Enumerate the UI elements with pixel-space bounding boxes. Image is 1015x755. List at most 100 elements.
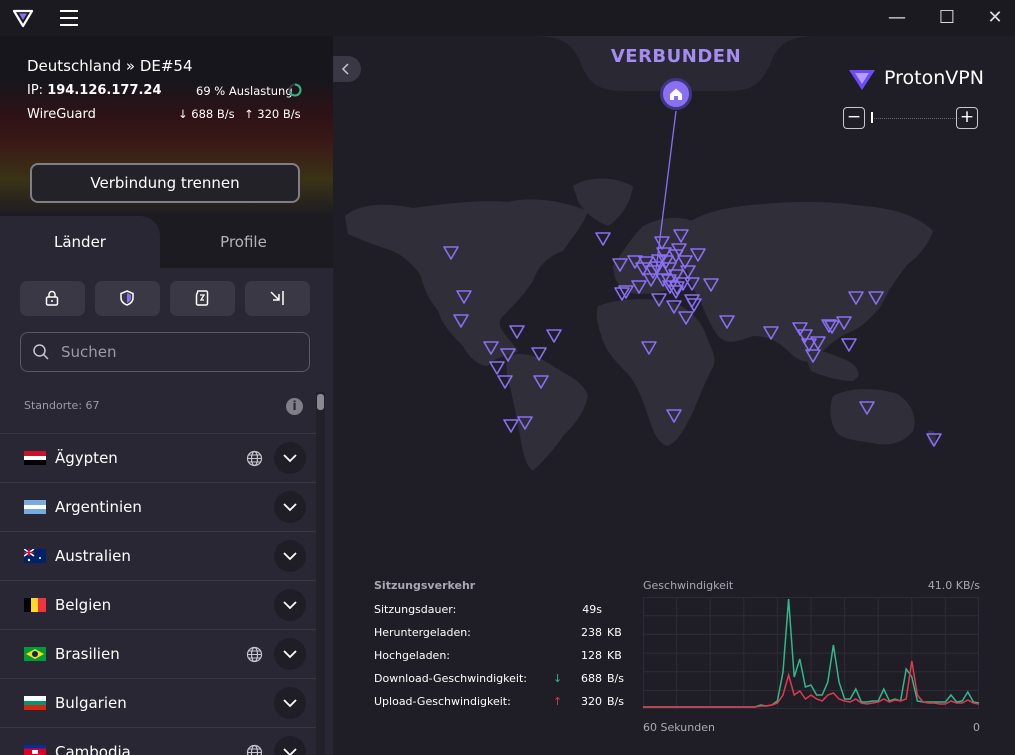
server-pin[interactable] xyxy=(841,338,857,352)
server-pin[interactable] xyxy=(595,232,611,246)
server-pin[interactable] xyxy=(824,320,840,334)
globe-icon[interactable] xyxy=(246,450,263,467)
server-pin[interactable] xyxy=(686,298,702,312)
server-pin[interactable] xyxy=(703,278,719,292)
server-pin[interactable] xyxy=(443,246,459,260)
server-pin[interactable] xyxy=(868,291,884,305)
server-pin[interactable] xyxy=(680,265,696,279)
server-pin[interactable] xyxy=(631,280,647,294)
maximize-button[interactable]: ☐ xyxy=(938,7,956,28)
server-pin[interactable] xyxy=(801,338,817,352)
country-row[interactable]: Ägypten xyxy=(0,433,316,482)
country-row[interactable]: Argentinien xyxy=(0,482,316,531)
zoom-in-button[interactable]: + xyxy=(956,107,978,129)
server-pin[interactable] xyxy=(668,269,684,283)
server-pin[interactable] xyxy=(661,274,677,288)
server-pin[interactable] xyxy=(719,315,735,329)
server-pin[interactable] xyxy=(797,329,813,343)
server-pin[interactable] xyxy=(836,316,852,330)
server-pin[interactable] xyxy=(792,322,808,336)
server-pin[interactable] xyxy=(489,361,505,375)
country-row[interactable]: Belgien xyxy=(0,580,316,629)
hamburger-menu-icon[interactable] xyxy=(60,10,78,26)
server-pin[interactable] xyxy=(500,348,516,362)
expand-button[interactable] xyxy=(274,491,306,523)
zoom-slider-handle[interactable] xyxy=(871,112,873,123)
sidebar-tabs: Länder Profile xyxy=(0,216,333,268)
server-pin[interactable] xyxy=(666,300,682,314)
disconnect-button[interactable]: Verbindung trennen xyxy=(30,163,300,203)
tab-countries[interactable]: Länder xyxy=(0,216,160,268)
close-button[interactable]: ✕ xyxy=(987,7,1003,28)
session-label: Download-Geschwindigkeit: xyxy=(374,672,527,685)
server-pin[interactable] xyxy=(810,336,826,350)
arrow-down-icon: ↓ xyxy=(553,672,563,685)
brand-name: ProtonVPN xyxy=(884,67,984,89)
server-pin[interactable] xyxy=(503,419,519,433)
server-pin[interactable] xyxy=(684,277,700,291)
expand-button[interactable] xyxy=(274,589,306,621)
search-input[interactable]: Suchen xyxy=(20,332,310,372)
scrollbar-thumb[interactable] xyxy=(317,394,324,410)
server-pin[interactable] xyxy=(627,255,643,269)
server-pin[interactable] xyxy=(859,401,875,415)
server-pin[interactable] xyxy=(612,258,628,272)
scrollbar[interactable] xyxy=(316,392,325,755)
server-pin[interactable] xyxy=(677,255,693,269)
expand-button[interactable] xyxy=(274,442,306,474)
server-pin[interactable] xyxy=(675,277,691,291)
expand-button[interactable] xyxy=(274,687,306,719)
server-pin[interactable] xyxy=(805,349,821,363)
server-pin[interactable] xyxy=(848,291,864,305)
server-pin[interactable] xyxy=(926,433,942,447)
server-pin[interactable] xyxy=(531,347,547,361)
netshield-filter-button[interactable] xyxy=(95,281,160,316)
split-tunnel-filter-button[interactable] xyxy=(245,281,310,316)
expand-button[interactable] xyxy=(274,540,306,572)
server-pin[interactable] xyxy=(635,262,651,276)
server-pin[interactable] xyxy=(649,261,665,275)
country-row[interactable]: Brasilien xyxy=(0,629,316,678)
server-pin[interactable] xyxy=(618,285,634,299)
server-pin[interactable] xyxy=(658,255,674,269)
server-pin[interactable] xyxy=(509,325,525,339)
tab-profiles[interactable]: Profile xyxy=(220,233,267,251)
server-pin[interactable] xyxy=(614,287,630,301)
server-pin[interactable] xyxy=(656,247,672,261)
home-location-button[interactable] xyxy=(660,78,692,110)
expand-button[interactable] xyxy=(274,736,306,755)
server-pin[interactable] xyxy=(533,375,549,389)
country-row[interactable]: Australien xyxy=(0,531,316,580)
info-icon[interactable]: i xyxy=(286,398,303,415)
server-pin[interactable] xyxy=(763,326,779,340)
server-pin[interactable] xyxy=(654,236,670,250)
server-pin[interactable] xyxy=(645,265,661,279)
killswitch-filter-button[interactable] xyxy=(170,281,235,316)
server-pin[interactable] xyxy=(546,329,562,343)
server-pin[interactable] xyxy=(669,281,685,295)
server-pin[interactable] xyxy=(456,290,472,304)
server-pin[interactable] xyxy=(666,409,682,423)
session-stats: Sitzungsverkehr Sitzungsdauer: 49s Herunte… xyxy=(374,579,624,708)
minimize-button[interactable]: — xyxy=(888,7,906,28)
collapse-sidebar-button[interactable] xyxy=(333,56,361,82)
globe-icon[interactable] xyxy=(246,646,263,663)
globe-icon[interactable] xyxy=(246,744,263,755)
country-row[interactable]: Cambodia xyxy=(0,727,316,755)
server-pin[interactable] xyxy=(673,229,689,243)
server-pin[interactable] xyxy=(690,248,706,262)
country-row[interactable]: Bulgarien xyxy=(0,678,316,727)
server-pin[interactable] xyxy=(651,293,667,307)
zoom-out-button[interactable]: − xyxy=(843,107,865,129)
server-pin[interactable] xyxy=(821,319,837,333)
server-pin[interactable] xyxy=(655,273,671,287)
server-pin[interactable] xyxy=(678,311,694,325)
server-pin[interactable] xyxy=(517,416,533,430)
server-pin[interactable] xyxy=(483,341,499,355)
server-pin[interactable] xyxy=(641,341,657,355)
server-pin[interactable] xyxy=(668,285,684,299)
server-pin[interactable] xyxy=(497,375,513,389)
server-pin[interactable] xyxy=(453,314,469,328)
secure-core-filter-button[interactable] xyxy=(20,281,85,316)
expand-button[interactable] xyxy=(274,638,306,670)
